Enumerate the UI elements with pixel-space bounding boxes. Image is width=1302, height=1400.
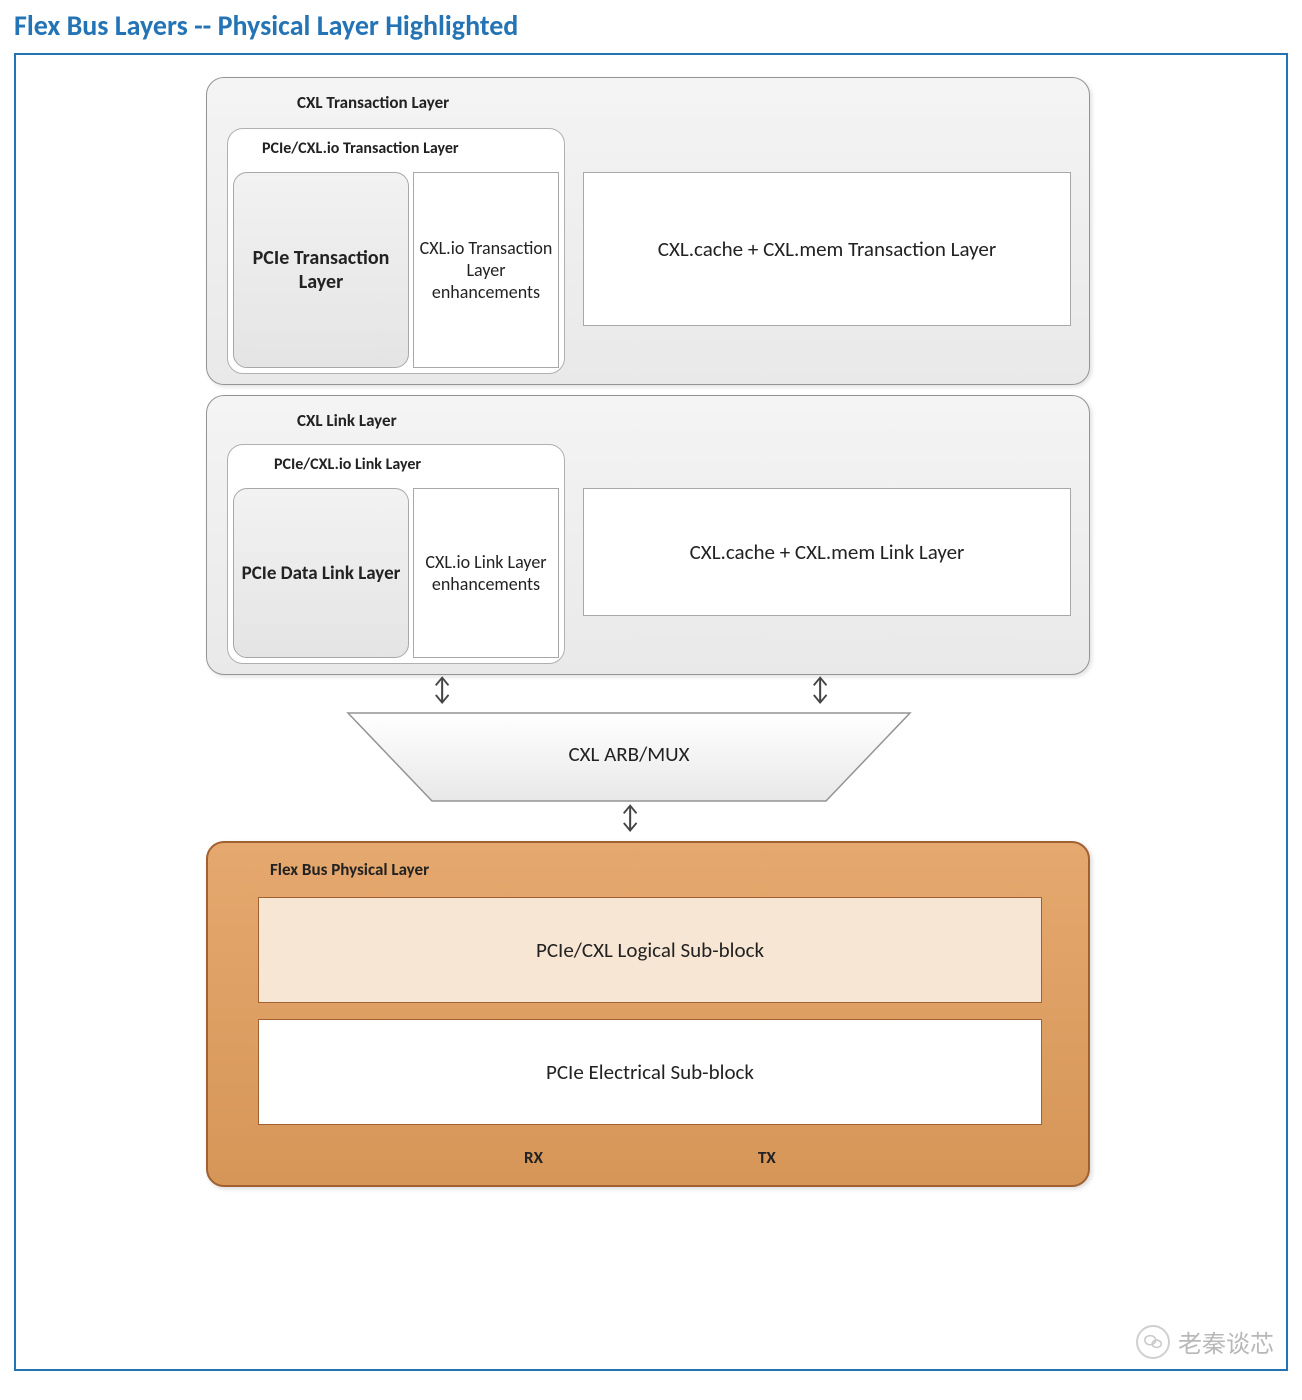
transaction-group-label: PCIe/CXL.io Transaction Layer [262, 139, 459, 158]
page-title: Flex Bus Layers -- Physical Layer Highli… [0, 0, 1302, 53]
rx-label: RX [524, 1147, 543, 1168]
watermark-text: 老秦谈芯 [1178, 1324, 1274, 1359]
diagram-frame: CXL Transaction Layer PCIe/CXL.io Transa… [14, 53, 1288, 1371]
pcie-data-link-layer-box: PCIe Data Link Layer [233, 488, 409, 658]
cxl-transaction-layer: CXL Transaction Layer PCIe/CXL.io Transa… [206, 77, 1090, 385]
cxlio-link-enh-box: CXL.io Link Layer enhancements [413, 488, 559, 658]
physical-layer-label: Flex Bus Physical Layer [270, 859, 429, 880]
watermark: 老秦谈芯 [1136, 1324, 1274, 1359]
arrow-link-to-mux-left: ↕ [432, 672, 452, 703]
arb-mux-label: CXL ARB/MUX [344, 709, 914, 799]
cxl-link-layer: CXL Link Layer PCIe/CXL.io Link Layer PC… [206, 395, 1090, 675]
wechat-icon [1136, 1325, 1170, 1359]
cxlio-transaction-enh-box: CXL.io Transaction Layer enhancements [413, 172, 559, 368]
tx-label: TX [758, 1147, 776, 1168]
pcie-transaction-layer-box: PCIe Transaction Layer [233, 172, 409, 368]
electrical-sub-block: PCIe Electrical Sub-block [258, 1019, 1042, 1125]
link-layer-label: CXL Link Layer [297, 410, 397, 431]
logical-sub-label: PCIe/CXL Logical Sub-block [536, 937, 764, 963]
logical-sub-block: PCIe/CXL Logical Sub-block [258, 897, 1042, 1003]
cxlio-trans-enh-label: CXL.io Transaction Layer enhancements [418, 237, 554, 303]
cxl-cache-mem-transaction-box: CXL.cache + CXL.mem Transaction Layer [583, 172, 1071, 326]
pcie-transaction-label: PCIe Transaction Layer [240, 246, 402, 294]
arrow-mux-to-phys: ↕ [620, 800, 640, 831]
cxl-cache-mem-link-label: CXL.cache + CXL.mem Link Layer [690, 539, 965, 565]
cxl-cache-mem-link-box: CXL.cache + CXL.mem Link Layer [583, 488, 1071, 616]
link-group-label: PCIe/CXL.io Link Layer [274, 455, 421, 474]
flex-bus-physical-layer: Flex Bus Physical Layer PCIe/CXL Logical… [206, 841, 1090, 1187]
electrical-sub-label: PCIe Electrical Sub-block [546, 1059, 754, 1085]
cxl-cache-mem-trans-label: CXL.cache + CXL.mem Transaction Layer [658, 236, 996, 262]
cxlio-link-enh-label: CXL.io Link Layer enhancements [418, 551, 554, 595]
arb-mux-text: CXL ARB/MUX [568, 741, 689, 767]
arrow-link-to-mux-right: ↕ [810, 672, 830, 703]
pcie-link-label: PCIe Data Link Layer [242, 562, 401, 585]
transaction-layer-label: CXL Transaction Layer [297, 92, 449, 113]
